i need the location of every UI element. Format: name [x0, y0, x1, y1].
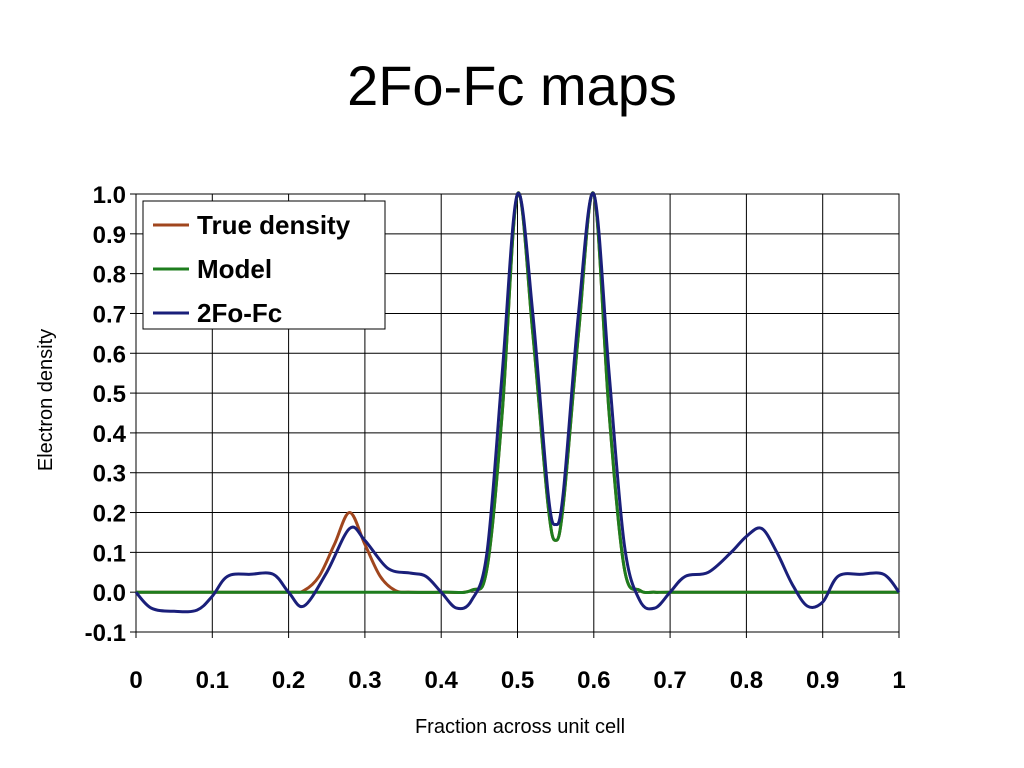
y-tick-label: 0.7	[93, 301, 126, 328]
x-tick-label: 0.6	[577, 667, 610, 694]
y-axis-label: Electron density	[35, 329, 57, 471]
y-tick-label: 0.5	[93, 381, 126, 408]
y-tick-label: 0.8	[93, 262, 126, 289]
x-tick-label: 0	[129, 667, 142, 694]
tick-labels: -0.1 0.0 0.1 0.2 0.3 0.4 0.5 0.6 0.7 0.8 0.9 1.0 0 0.…	[85, 182, 906, 694]
chart-title: 2Fo-Fc maps	[347, 54, 677, 117]
x-tick-label: 0.1	[196, 667, 229, 694]
x-tick-label: 0.2	[272, 667, 305, 694]
x-tick-label: 0.4	[425, 667, 459, 694]
y-tick-label: 0.6	[93, 341, 126, 368]
x-tick-label: 1	[892, 667, 905, 694]
legend-entry-2fo-fc-label: 2Fo-Fc	[197, 298, 282, 328]
y-tick-label: 0.4	[93, 421, 127, 448]
y-tick-label: 0.3	[93, 461, 126, 488]
legend-box	[142, 200, 386, 330]
x-axis-label: Fraction across unit cell	[415, 716, 625, 738]
legend-entry-model-label: Model	[197, 254, 272, 284]
x-tick-label: 0.8	[730, 667, 763, 694]
model-line	[135, 191, 899, 595]
x-tick-label: 0.9	[806, 667, 839, 694]
y-tick-label: 0.2	[93, 501, 126, 528]
series-layer	[134, 191, 901, 614]
y-tick-label: 0.9	[93, 222, 126, 249]
y-tick-label: -0.1	[85, 620, 126, 647]
y-tick-label: 0.0	[93, 580, 126, 607]
legend-entry-true-density-label: True density	[197, 210, 351, 240]
x-tick-label: 0.5	[501, 667, 534, 694]
legend: True density Model 2Fo-Fc	[142, 200, 386, 330]
y-tick-label: 0.1	[93, 540, 126, 567]
y-tick-label: 1.0	[93, 182, 126, 209]
x-tick-label: 0.7	[653, 667, 686, 694]
two-fo-fc-line	[134, 191, 901, 614]
x-tick-label: 0.3	[348, 667, 381, 694]
